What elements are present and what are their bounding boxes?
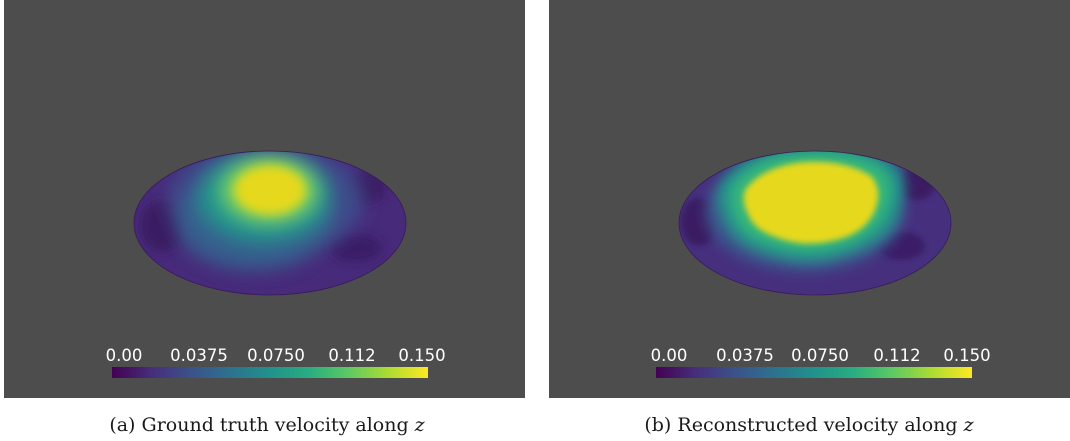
colorbar-tick-label: 0.0375	[716, 346, 774, 365]
colorbar-tick-label: 0.0750	[247, 346, 305, 365]
colorbar-tick-label: 0.112	[873, 346, 921, 365]
caption-label: (a)	[109, 414, 136, 436]
figure-panel-ground-truth: 0.00 0.0375 0.0750 0.112 0.150	[4, 0, 525, 398]
velocity-field-render-reconstructed	[678, 150, 952, 296]
caption-reconstructed: (b) Reconstructed velocity along z	[644, 412, 973, 438]
caption-ground-truth: (a) Ground truth velocity along z	[109, 412, 424, 438]
ellipsoid-outline	[133, 150, 407, 296]
colorbar-gradient	[656, 367, 972, 378]
caption-variable: z	[414, 414, 425, 436]
ellipsoid-surface	[134, 151, 406, 295]
caption-label: (b)	[644, 414, 672, 436]
figure-panel-reconstructed: 0.00 0.0375 0.0750 0.112 0.150	[549, 0, 1070, 398]
colorbar-tick-labels: 0.00 0.0375 0.0750 0.112 0.150	[4, 346, 525, 366]
caption-text: Ground truth velocity along	[141, 414, 409, 436]
caption-text: Reconstructed velocity along	[677, 414, 958, 436]
velocity-field-render-ground-truth	[133, 150, 407, 296]
colorbar-tick-label: 0.00	[105, 346, 143, 365]
ellipsoid-outline	[678, 150, 952, 296]
colorbar-tick-label: 0.112	[328, 346, 376, 365]
colorbar-gradient	[112, 367, 428, 378]
colorbar-tick-label: 0.150	[943, 346, 991, 365]
colorbar-tick-label: 0.150	[398, 346, 446, 365]
caption-variable: z	[963, 414, 974, 436]
colorbar-tick-label: 0.00	[650, 346, 688, 365]
colorbar-tick-label: 0.0750	[791, 346, 849, 365]
colorbar-tick-label: 0.0375	[170, 346, 228, 365]
colorbar-tick-labels: 0.00 0.0375 0.0750 0.112 0.150	[549, 346, 1070, 366]
ellipsoid-surface	[679, 151, 951, 295]
